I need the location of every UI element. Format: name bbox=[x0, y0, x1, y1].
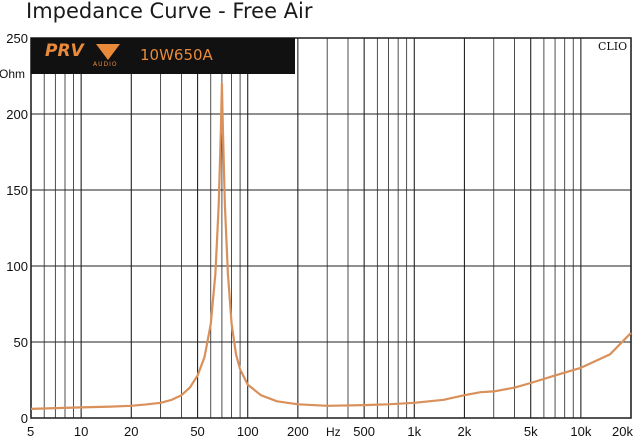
x-axis-ticks: 5 10 20 50 100 200 500 1k 2k 5k 10k 20k bbox=[27, 424, 633, 438]
x-tick-label: 5 bbox=[27, 424, 34, 438]
x-tick-label: 10 bbox=[74, 424, 88, 438]
logo-model: 10W650A bbox=[140, 46, 214, 64]
y-tick-label: 150 bbox=[6, 183, 28, 198]
x-tick-label: 20k bbox=[612, 424, 633, 438]
x-tick-label: 5k bbox=[524, 424, 538, 438]
logo-triangle-icon bbox=[96, 44, 120, 60]
x-tick-label: 200 bbox=[287, 424, 309, 438]
brand-logo: PRV AUDIO 10W650A bbox=[31, 38, 295, 74]
chart-title: Impedance Curve - Free Air bbox=[26, 0, 313, 23]
x-tick-label: 100 bbox=[237, 424, 259, 438]
x-tick-label: 500 bbox=[353, 424, 375, 438]
y-tick-label: 50 bbox=[14, 335, 28, 350]
logo-brand: PRV bbox=[45, 41, 86, 61]
y-tick-label: 200 bbox=[6, 107, 28, 122]
clio-watermark: CLIO bbox=[598, 40, 627, 53]
logo-brand-sub: AUDIO bbox=[93, 61, 118, 68]
x-axis-label: Hz bbox=[326, 425, 341, 438]
x-tick-label: 10k bbox=[570, 424, 591, 438]
y-tick-label: 250 bbox=[6, 31, 28, 46]
logo-background bbox=[31, 38, 295, 74]
impedance-series-line bbox=[30, 82, 632, 410]
x-tick-label: 2k bbox=[458, 424, 472, 438]
y-tick-label: 0 bbox=[21, 411, 28, 426]
plot-area bbox=[30, 37, 632, 419]
y-tick-label: 100 bbox=[6, 259, 28, 274]
x-tick-label: 20 bbox=[124, 424, 138, 438]
x-tick-label: 50 bbox=[190, 424, 204, 438]
x-tick-label: 1k bbox=[407, 424, 421, 438]
y-axis-ticks: 0 50 100 150 200 250 bbox=[6, 31, 28, 426]
y-axis-label: Ohm bbox=[0, 67, 25, 81]
